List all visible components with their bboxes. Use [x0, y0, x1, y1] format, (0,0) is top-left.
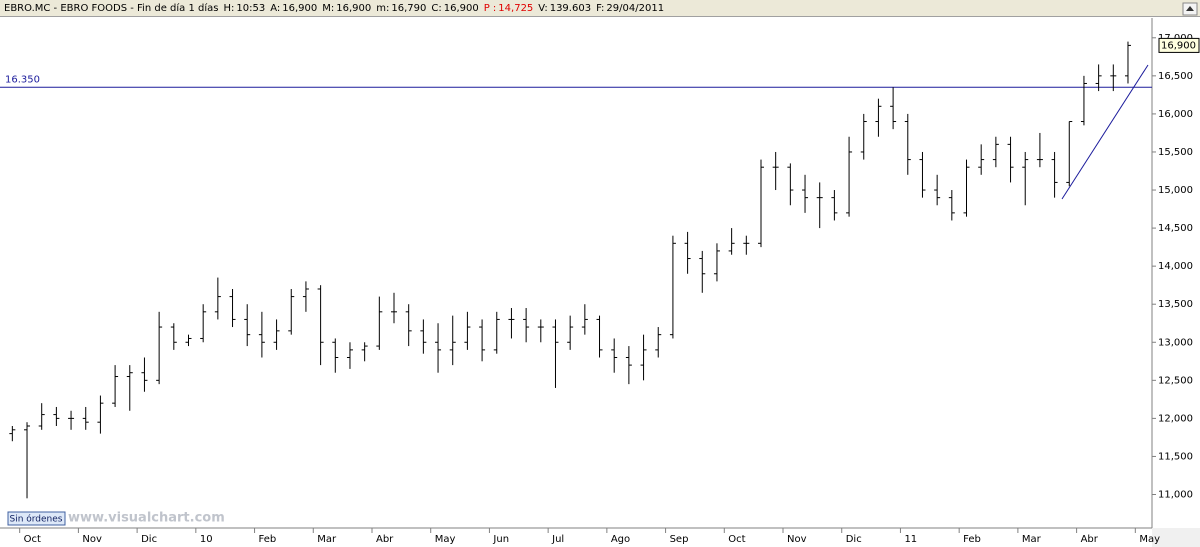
y-tick-label: 13,500: [1158, 299, 1193, 310]
symbol: EBRO.MC - EBRO FOODS - Fin de día 1 días: [4, 3, 219, 14]
field-value: 16,790: [391, 3, 427, 14]
level-label: 16.350: [5, 74, 40, 85]
x-tick-label: Nov: [787, 534, 807, 545]
x-tick-label: Jul: [551, 534, 564, 545]
x-tick-label: Oct: [728, 534, 745, 545]
field-label: V:: [538, 3, 548, 14]
field-value: 16,900: [443, 3, 479, 14]
watermark: www.visualchart.com: [68, 511, 225, 526]
field-value: 139.603: [549, 3, 592, 14]
header-field: H: 10:53: [223, 3, 265, 14]
field-label: M:: [322, 3, 335, 14]
x-tick-label: 11: [904, 534, 917, 545]
field-label: H:: [223, 3, 235, 14]
header-field: F: 29/04/2011: [596, 3, 664, 14]
x-tick-label: Jun: [492, 534, 509, 545]
x-tick-label: Abr: [376, 534, 394, 545]
y-tick-label: 14,000: [1158, 261, 1193, 272]
header-field: P :14,725: [484, 3, 534, 14]
y-tick-label: 16,000: [1158, 109, 1193, 120]
x-tick-label: Dic: [141, 534, 157, 545]
field-value: 10:53: [236, 3, 266, 14]
y-tick-label: 12,500: [1158, 375, 1193, 386]
field-label: A:: [270, 3, 281, 14]
header-bar: EBRO.MC - EBRO FOODS - Fin de día 1 días…: [0, 0, 1200, 17]
last-price-box: [1158, 37, 1200, 53]
header-field: A: 16,900: [270, 3, 317, 14]
header-field: C: 16,900: [431, 3, 478, 14]
last-price: 16,900: [1161, 40, 1196, 51]
field-label: m:: [376, 3, 390, 14]
y-tick-label: 15,500: [1158, 147, 1193, 158]
field-label: P :: [483, 3, 497, 14]
y-tick-label: 16,500: [1158, 71, 1193, 82]
x-tick-label: 10: [200, 534, 213, 545]
x-tick-label: Mar: [1022, 534, 1042, 545]
x-tick-label: Feb: [259, 534, 277, 545]
plot-area: [0, 18, 1152, 528]
x-tick-label: May: [435, 534, 456, 545]
x-tick-label: Oct: [24, 534, 41, 545]
x-tick-label: May: [1139, 534, 1160, 545]
y-tick-label: 11,500: [1158, 451, 1193, 462]
field-label: C:: [431, 3, 442, 14]
x-tick-label: Abr: [1081, 534, 1099, 545]
corner: [1152, 528, 1200, 547]
y-tick-label: 11,000: [1158, 490, 1193, 501]
field-value: 16,900: [282, 3, 318, 14]
y-tick-label: 13,000: [1158, 337, 1193, 348]
field-value: 14,725: [498, 3, 534, 14]
y-tick-label: 14,500: [1158, 223, 1193, 234]
field-value: 29/04/2011: [606, 3, 665, 14]
x-tick-label: Sep: [670, 534, 689, 545]
scroll-arrow: [1186, 6, 1194, 11]
header-field: m: 16,790: [376, 3, 426, 14]
x-tick-label: Feb: [963, 534, 981, 545]
x-tick-label: Mar: [317, 534, 337, 545]
button[interactable]: [7, 511, 66, 526]
header-field: V: 139.603: [538, 3, 591, 14]
field-value: 16,900: [336, 3, 372, 14]
field-label: F:: [596, 3, 605, 14]
y-tick-label: 15,000: [1158, 185, 1193, 196]
x-tick-label: Dic: [846, 534, 862, 545]
button-label[interactable]: Sin órdenes: [9, 514, 62, 525]
x-tick-label: Ago: [611, 534, 630, 545]
y-tick-label: 12,000: [1158, 413, 1193, 424]
header-field: M: 16,900: [322, 3, 371, 14]
x-tick-label: Nov: [82, 534, 102, 545]
